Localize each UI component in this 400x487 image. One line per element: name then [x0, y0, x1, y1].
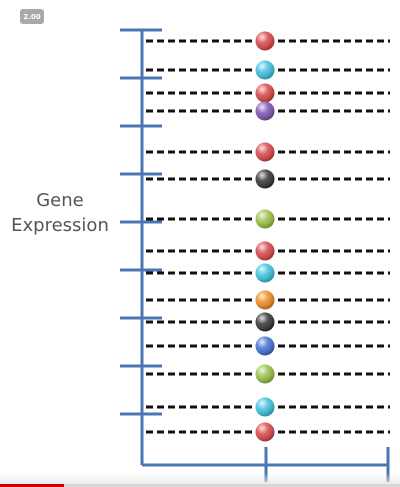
gene-dot-shine-13 — [255, 364, 275, 384]
gene-dot-shine-9 — [255, 263, 275, 283]
gene-dot-shine-14 — [255, 397, 275, 417]
y-axis-label-line1: Gene — [36, 190, 84, 211]
video-controls-shade — [0, 473, 400, 487]
y-axis-label: Gene Expression — [4, 188, 116, 238]
gene-dot-shine-1 — [255, 31, 275, 51]
playback-speed-label: 2.00 — [23, 12, 41, 21]
gene-dot-shine-12 — [255, 336, 275, 356]
video-progress-fill — [0, 484, 64, 487]
gene-dot-shine-6 — [255, 169, 275, 189]
gene-dot-shine-4 — [255, 101, 275, 121]
gene-dot-shine-15 — [255, 422, 275, 442]
gene-dot-shine-3 — [255, 83, 275, 103]
video-progress-bar[interactable] — [0, 484, 400, 487]
gene-dot-shine-11 — [255, 312, 275, 332]
gene-dot-shine-8 — [255, 241, 275, 261]
gene-dot-shine-10 — [255, 290, 275, 310]
gene-dot-shine-2 — [255, 60, 275, 80]
playback-speed-badge[interactable]: 2.00 — [20, 9, 44, 24]
gene-dot-shine-5 — [255, 142, 275, 162]
gene-dot-shine-7 — [255, 209, 275, 229]
y-axis-label-line2: Expression — [11, 215, 109, 236]
